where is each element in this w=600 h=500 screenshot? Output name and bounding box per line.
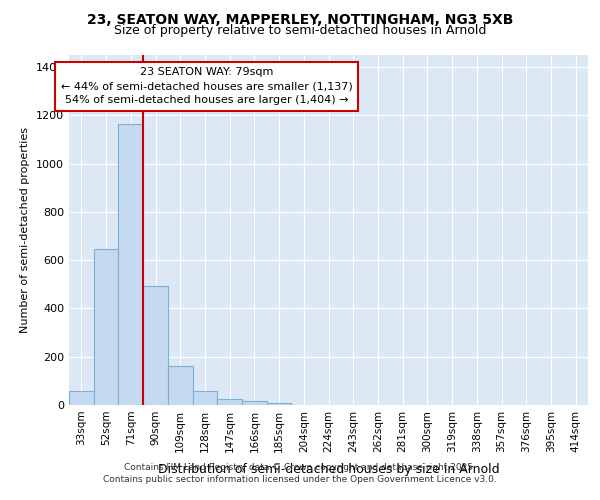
Y-axis label: Number of semi-detached properties: Number of semi-detached properties <box>20 127 31 333</box>
Text: Size of property relative to semi-detached houses in Arnold: Size of property relative to semi-detach… <box>114 24 486 37</box>
Bar <box>94 250 118 405</box>
Text: Contains public sector information licensed under the Open Government Licence v3: Contains public sector information licen… <box>103 475 497 484</box>
Text: Contains HM Land Registry data © Crown copyright and database right 2025.: Contains HM Land Registry data © Crown c… <box>124 464 476 472</box>
Text: 23 SEATON WAY: 79sqm
← 44% of semi-detached houses are smaller (1,137)
54% of se: 23 SEATON WAY: 79sqm ← 44% of semi-detac… <box>61 68 352 106</box>
X-axis label: Distribution of semi-detached houses by size in Arnold: Distribution of semi-detached houses by … <box>158 463 499 476</box>
Bar <box>69 390 94 405</box>
Bar <box>168 366 193 405</box>
Text: 23, SEATON WAY, MAPPERLEY, NOTTINGHAM, NG3 5XB: 23, SEATON WAY, MAPPERLEY, NOTTINGHAM, N… <box>87 12 513 26</box>
Bar <box>193 390 217 405</box>
Bar <box>143 286 168 405</box>
Bar <box>217 399 242 405</box>
Bar <box>118 124 143 405</box>
Bar <box>242 402 267 405</box>
Bar <box>267 402 292 405</box>
